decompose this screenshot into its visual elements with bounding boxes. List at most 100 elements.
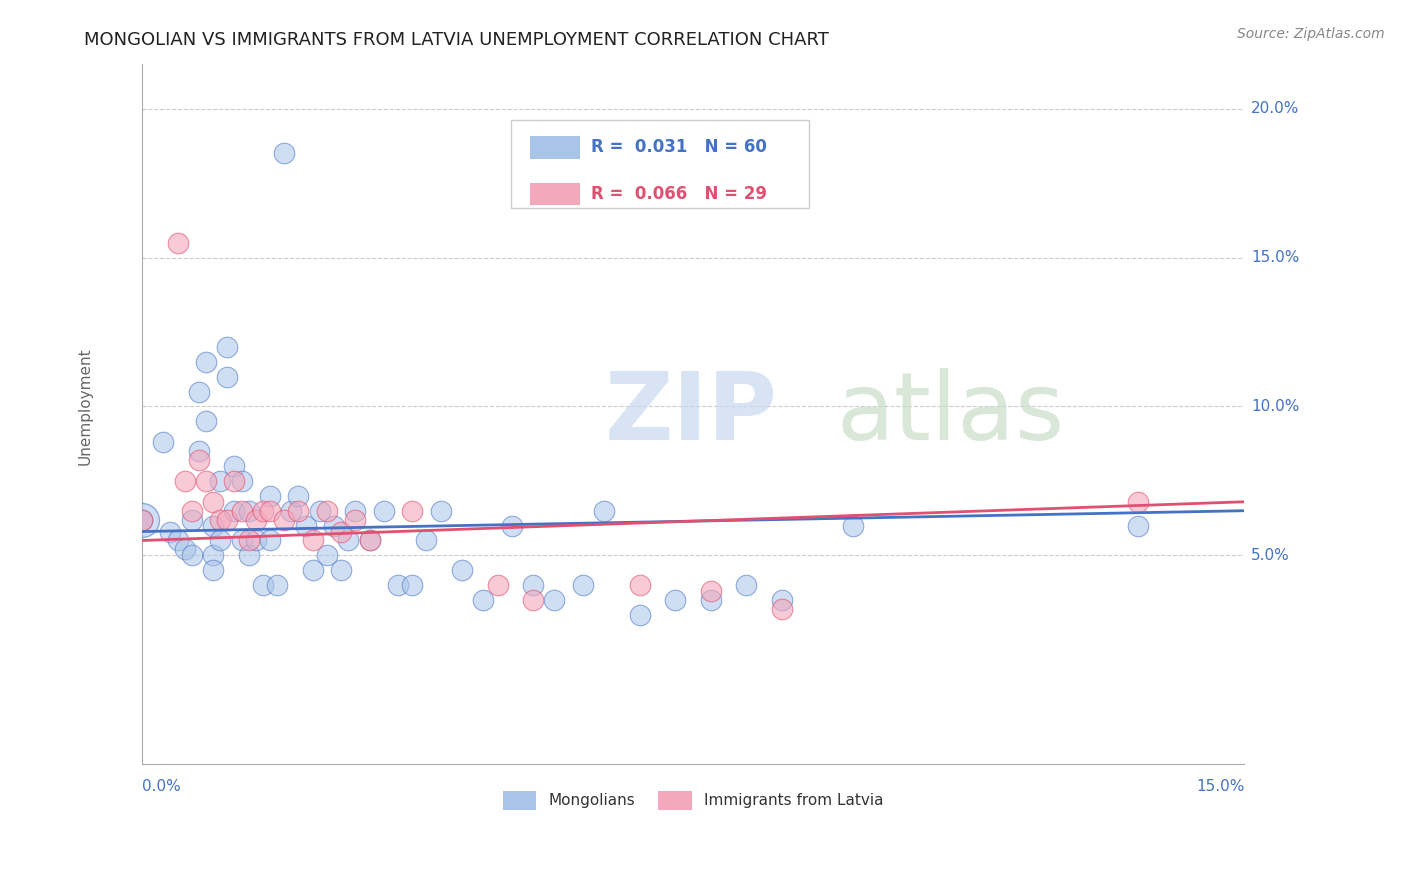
Point [337,533,360,548]
Point [287,504,309,518]
Point [152,435,174,450]
Point [259,504,281,518]
Point [301,563,323,577]
Point [209,513,232,527]
Point [266,578,288,592]
Point [664,593,686,607]
Point [287,489,309,503]
Point [195,355,218,369]
Text: R =  0.066   N = 29: R = 0.066 N = 29 [591,186,766,203]
Point [387,578,409,592]
Point [330,524,353,539]
Point [344,513,367,527]
Point [180,513,202,527]
Point [166,533,188,548]
Point [572,578,595,592]
Point [209,474,232,488]
Legend: Mongolians, Immigrants from Latvia: Mongolians, Immigrants from Latvia [496,785,890,815]
Point [373,504,395,518]
Point [202,563,225,577]
Point [415,533,437,548]
Point [238,504,260,518]
Point [501,518,523,533]
Text: 5.0%: 5.0% [1251,548,1291,563]
Point [628,607,651,622]
Point [770,593,793,607]
Point [187,453,209,467]
Text: R =  0.031   N = 60: R = 0.031 N = 60 [591,138,766,156]
Text: 20.0%: 20.0% [1251,101,1299,116]
Point [429,504,451,518]
Point [486,578,509,592]
Point [224,504,246,518]
Point [315,549,337,563]
Point [238,533,260,548]
Point [472,593,495,607]
Text: Unemployment: Unemployment [77,348,93,466]
Point [301,533,323,548]
Point [180,549,202,563]
Point [273,513,295,527]
Point [231,504,253,518]
Point [209,533,232,548]
Point [173,542,195,557]
Point [217,369,239,384]
Point [1126,495,1149,509]
Point [202,518,225,533]
Point [173,474,195,488]
Point [131,513,153,527]
Point [159,524,181,539]
Point [259,489,281,503]
Point [231,533,253,548]
Text: 10.0%: 10.0% [1251,399,1299,414]
Point [131,513,153,527]
Point [252,578,274,592]
Point [202,549,225,563]
Text: ZIP: ZIP [605,368,778,460]
Point [522,578,544,592]
Text: 15.0%: 15.0% [1251,250,1299,265]
Point [238,549,260,563]
Point [195,474,218,488]
Point [180,504,202,518]
Point [217,513,239,527]
Text: atlas: atlas [837,368,1064,460]
Point [330,563,353,577]
Point [252,504,274,518]
Point [166,235,188,250]
Point [245,513,267,527]
FancyBboxPatch shape [530,136,579,159]
Text: 0.0%: 0.0% [142,779,181,794]
FancyBboxPatch shape [530,183,579,205]
Point [401,504,423,518]
FancyBboxPatch shape [512,120,808,208]
Point [308,504,330,518]
Point [359,533,381,548]
Point [451,563,474,577]
Point [187,444,209,458]
Point [195,414,218,428]
Point [202,495,225,509]
Text: 15.0%: 15.0% [1197,779,1244,794]
Point [245,533,267,548]
Point [131,513,153,527]
Point [359,533,381,548]
Point [593,504,616,518]
Point [231,474,253,488]
Point [280,504,302,518]
Point [628,578,651,592]
Point [187,384,209,399]
Point [1126,518,1149,533]
Point [700,584,723,599]
Point [700,593,723,607]
Point [224,458,246,473]
Point [344,504,367,518]
Point [842,518,865,533]
Text: MONGOLIAN VS IMMIGRANTS FROM LATVIA UNEMPLOYMENT CORRELATION CHART: MONGOLIAN VS IMMIGRANTS FROM LATVIA UNEM… [84,31,830,49]
Point [770,602,793,616]
Point [224,474,246,488]
Point [217,340,239,354]
Point [401,578,423,592]
Point [735,578,758,592]
Point [543,593,565,607]
